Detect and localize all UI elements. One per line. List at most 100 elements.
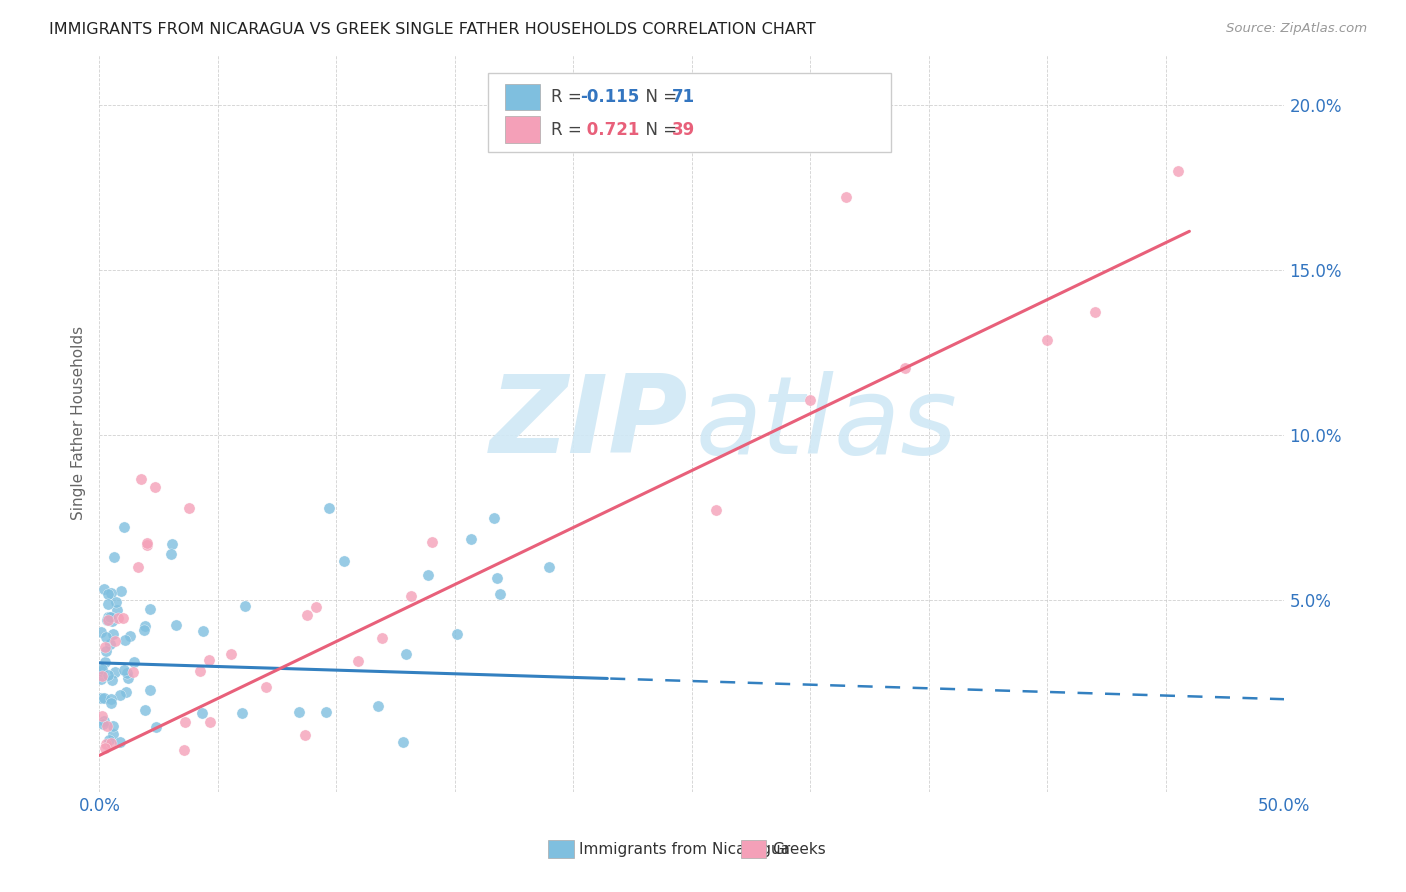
Point — [90, 624, 112, 639]
Point — [97, 597, 120, 611]
Point — [420, 535, 443, 549]
Point — [145, 720, 167, 734]
Point — [90, 690, 112, 705]
Point — [94, 644, 117, 658]
Point — [114, 685, 136, 699]
Point — [93, 690, 115, 705]
Point — [370, 631, 392, 645]
Text: Immigrants from Nicaragua: Immigrants from Nicaragua — [579, 842, 790, 856]
Point — [136, 536, 159, 550]
Point — [486, 571, 509, 585]
Point — [101, 627, 124, 641]
Point — [100, 609, 122, 624]
Text: R =: R = — [551, 120, 586, 138]
Point — [100, 585, 122, 599]
Text: 71: 71 — [672, 88, 695, 106]
Point — [460, 533, 482, 547]
Point — [1167, 163, 1189, 178]
Point — [94, 640, 117, 654]
Text: Source: ZipAtlas.com: Source: ZipAtlas.com — [1226, 22, 1367, 36]
Point — [254, 680, 277, 694]
Point — [367, 699, 389, 714]
Point — [395, 647, 418, 661]
Point — [97, 587, 120, 601]
Point — [188, 664, 211, 678]
Point — [489, 587, 512, 601]
Point — [96, 719, 118, 733]
Point — [315, 706, 337, 720]
Text: IMMIGRANTS FROM NICARAGUA VS GREEK SINGLE FATHER HOUSEHOLDS CORRELATION CHART: IMMIGRANTS FROM NICARAGUA VS GREEK SINGL… — [49, 22, 815, 37]
Point — [96, 613, 118, 627]
Point — [120, 629, 142, 643]
Text: atlas: atlas — [696, 371, 957, 476]
Point — [112, 520, 135, 534]
Point — [346, 654, 368, 668]
Point — [233, 599, 256, 613]
Point — [100, 736, 122, 750]
Point — [482, 510, 505, 524]
Point — [91, 661, 114, 675]
Point — [104, 634, 127, 648]
Point — [105, 603, 128, 617]
Point — [136, 538, 159, 552]
Point — [93, 582, 115, 597]
Point — [401, 589, 423, 603]
Point — [100, 696, 122, 710]
Text: 0.721: 0.721 — [581, 120, 638, 138]
Text: ZIP: ZIP — [491, 370, 689, 476]
Text: -0.115: -0.115 — [581, 88, 640, 106]
Point — [173, 714, 195, 729]
Point — [318, 500, 340, 515]
Point — [537, 560, 560, 574]
Point — [446, 627, 468, 641]
Point — [94, 737, 117, 751]
Point — [97, 610, 120, 624]
Point — [104, 595, 127, 609]
Point — [101, 726, 124, 740]
Point — [100, 692, 122, 706]
Point — [103, 719, 125, 733]
Point — [114, 632, 136, 647]
Point — [134, 624, 156, 638]
Point — [1036, 333, 1059, 347]
Point — [134, 703, 156, 717]
Point — [97, 667, 120, 681]
Point — [103, 550, 125, 565]
FancyBboxPatch shape — [488, 73, 891, 153]
Text: N =: N = — [636, 88, 682, 106]
Point — [179, 500, 201, 515]
Point — [391, 734, 413, 748]
Point — [110, 688, 132, 702]
Point — [98, 610, 121, 624]
Point — [173, 743, 195, 757]
Point — [305, 600, 328, 615]
Point — [108, 735, 131, 749]
Point — [90, 672, 112, 686]
Point — [221, 647, 243, 661]
FancyBboxPatch shape — [505, 116, 540, 143]
Point — [97, 613, 120, 627]
Point — [101, 673, 124, 688]
Text: N =: N = — [636, 120, 682, 138]
Point — [231, 706, 253, 721]
Point — [121, 665, 143, 679]
Point — [799, 393, 821, 408]
Point — [122, 656, 145, 670]
Point — [115, 665, 138, 680]
Point — [193, 624, 215, 638]
Point — [416, 568, 439, 582]
Point — [91, 717, 114, 731]
Point — [100, 614, 122, 628]
Point — [160, 537, 183, 551]
Point — [103, 665, 125, 680]
Point — [159, 547, 181, 561]
Point — [200, 714, 222, 729]
Point — [288, 706, 311, 720]
Point — [165, 618, 187, 632]
Y-axis label: Single Father Households: Single Father Households — [72, 326, 86, 520]
Point — [198, 652, 221, 666]
Point — [93, 714, 115, 729]
Point — [107, 611, 129, 625]
Point — [295, 607, 318, 622]
Point — [127, 560, 149, 574]
